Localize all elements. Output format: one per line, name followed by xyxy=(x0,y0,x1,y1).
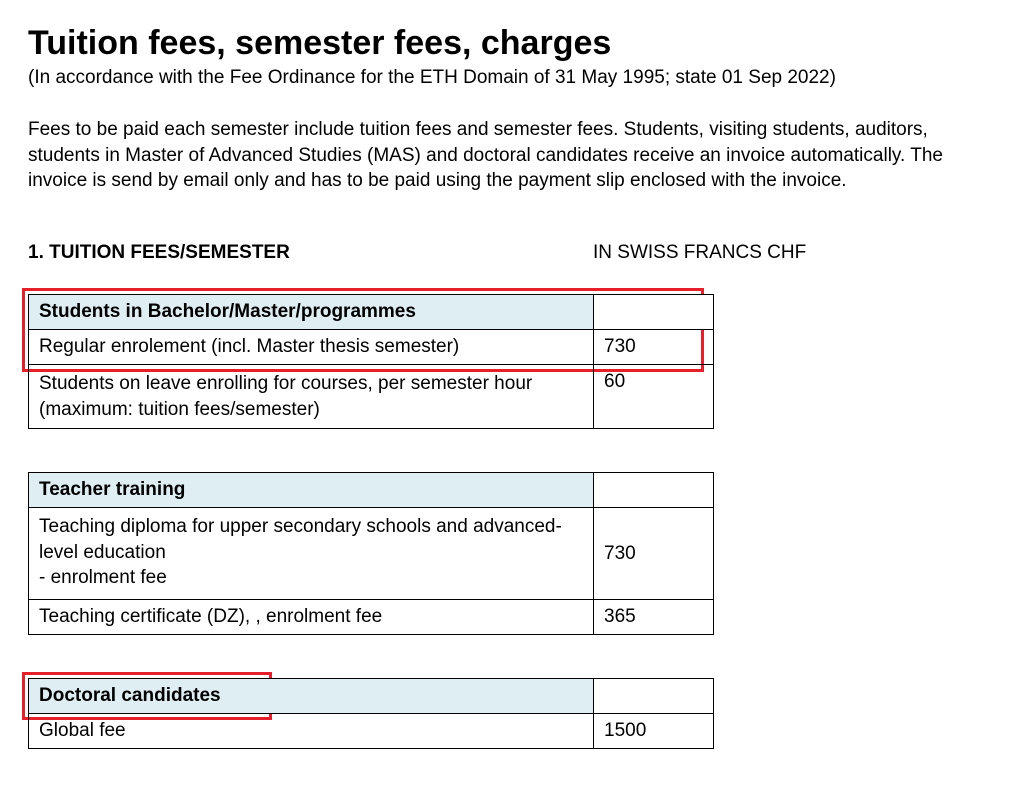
section-1-left: 1. TUITION FEES/SEMESTER xyxy=(28,242,593,264)
intro-paragraph: Fees to be paid each semester include tu… xyxy=(28,117,981,194)
table-students: Students in Bachelor/Master/programmes R… xyxy=(28,294,714,429)
fee-value: 1500 xyxy=(594,714,714,749)
table-row: Teaching certificate (DZ), , enrolment f… xyxy=(29,600,714,635)
fee-label: Teaching diploma for upper secondary sch… xyxy=(29,508,594,600)
section-1-header: 1. TUITION FEES/SEMESTER IN SWISS FRANCS… xyxy=(28,242,981,264)
table-row: Doctoral candidates xyxy=(29,679,714,714)
fee-label: Students on leave enrolling for courses,… xyxy=(29,364,594,428)
table-header-value xyxy=(594,679,714,714)
page-title: Tuition fees, semester fees, charges xyxy=(28,24,981,63)
table-row: Teaching diploma for upper secondary sch… xyxy=(29,508,714,600)
fee-label: Global fee xyxy=(29,714,594,749)
table-header-cell: Students in Bachelor/Master/programmes xyxy=(29,294,594,329)
table-1-wrap: Students in Bachelor/Master/programmes R… xyxy=(28,294,714,467)
table-row: Global fee 1500 xyxy=(29,714,714,749)
page-subtitle: (In accordance with the Fee Ordinance fo… xyxy=(28,67,981,89)
fee-value: 60 xyxy=(594,364,714,428)
fee-value: 730 xyxy=(594,508,714,600)
fee-value: 365 xyxy=(594,600,714,635)
fee-label: Teaching certificate (DZ), , enrolment f… xyxy=(29,600,594,635)
table-header-cell: Teacher training xyxy=(29,473,594,508)
fee-label: Regular enrolement (incl. Master thesis … xyxy=(29,329,594,364)
table-header-value xyxy=(594,473,714,508)
table-row: Teacher training xyxy=(29,473,714,508)
table-row: Regular enrolement (incl. Master thesis … xyxy=(29,329,714,364)
table-row: Students in Bachelor/Master/programmes xyxy=(29,294,714,329)
table-header-cell: Doctoral candidates xyxy=(29,679,594,714)
section-1-right: IN SWISS FRANCS CHF xyxy=(593,242,806,264)
table-3-wrap: Doctoral candidates Global fee 1500 xyxy=(28,678,714,749)
table-row: Students on leave enrolling for courses,… xyxy=(29,364,714,428)
table-teacher-training: Teacher training Teaching diploma for up… xyxy=(28,472,714,635)
table-header-value xyxy=(594,294,714,329)
fee-value: 730 xyxy=(594,329,714,364)
table-doctoral: Doctoral candidates Global fee 1500 xyxy=(28,678,714,749)
table-2-wrap: Teacher training Teaching diploma for up… xyxy=(28,472,714,673)
